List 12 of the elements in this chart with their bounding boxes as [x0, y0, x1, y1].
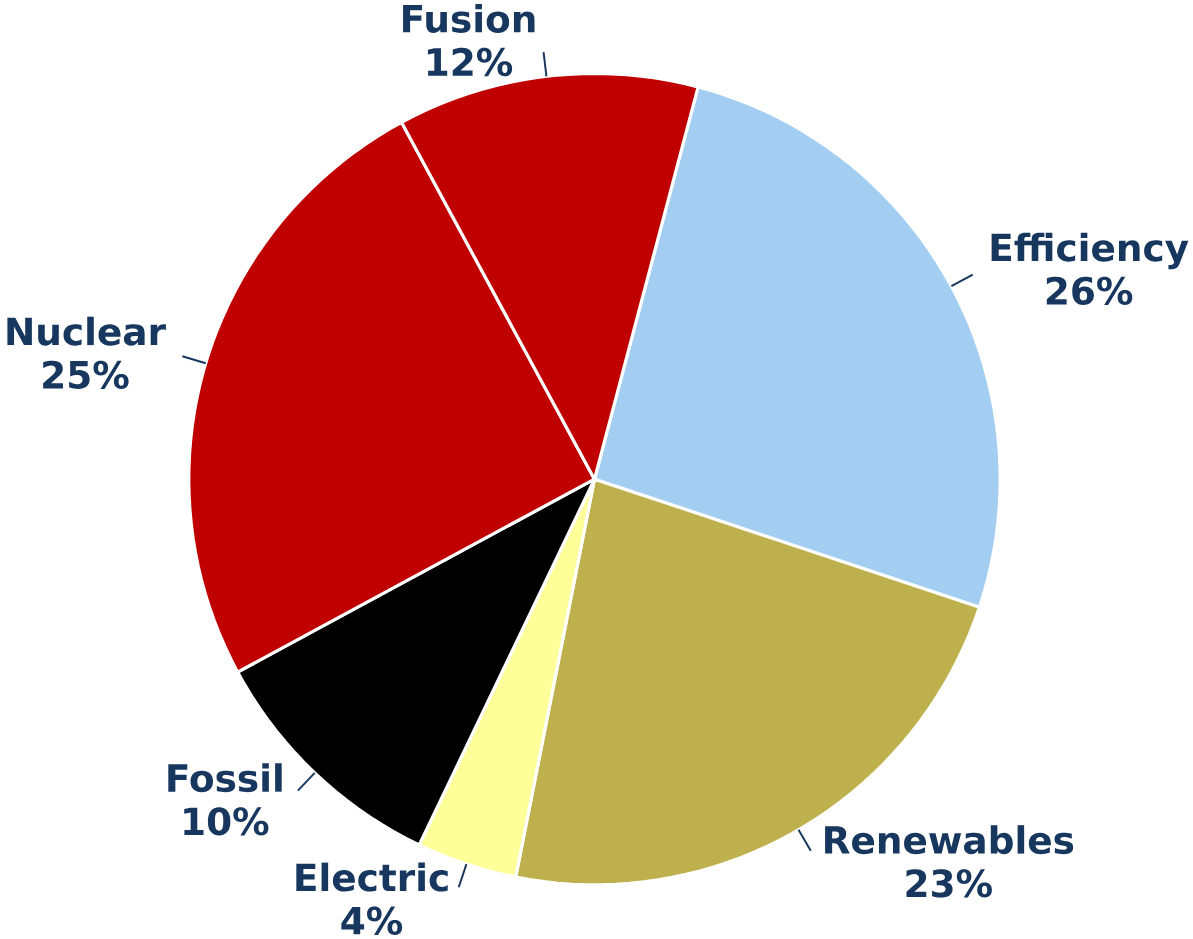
slice-label: Renewables [825, 825, 1074, 855]
data-label: 25% [43, 360, 129, 390]
data-label: 26% [1046, 276, 1133, 306]
slice-label: Electric [296, 862, 448, 892]
slice-label: Fossil [168, 763, 282, 793]
data-label: 4% [341, 906, 403, 935]
slice-label: Efficiency [991, 232, 1189, 270]
slice-label: Fusion [403, 4, 535, 33]
slice-label: Nuclear [7, 316, 166, 346]
data-label: 12% [427, 47, 513, 77]
data-label: 10% [184, 807, 269, 836]
data-label: 23% [906, 869, 992, 898]
